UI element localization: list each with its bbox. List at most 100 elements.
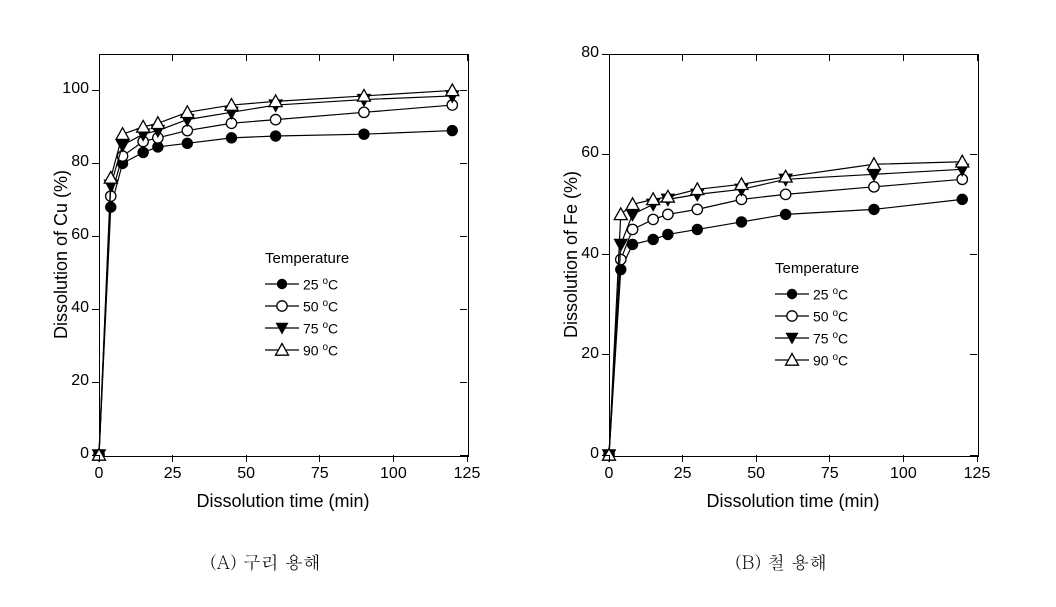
data-marker <box>270 114 280 124</box>
legend-marker-icon <box>265 273 299 295</box>
x-tick-top <box>682 54 683 61</box>
panel-caption: (B) 철 용해 <box>735 550 827 575</box>
x-tick <box>609 455 610 462</box>
x-tick <box>977 455 978 462</box>
data-marker <box>736 217 746 227</box>
legend-label: 90 oC <box>303 342 338 359</box>
x-tick-top <box>99 54 100 61</box>
y-tick-right <box>460 90 467 91</box>
x-tick-label: 125 <box>453 465 481 483</box>
x-tick-label: 100 <box>889 465 917 483</box>
data-marker <box>956 155 969 167</box>
x-tick <box>393 455 394 462</box>
y-tick-label: 40 <box>71 299 89 317</box>
y-tick-label: 40 <box>581 245 599 263</box>
y-tick-right <box>460 236 467 237</box>
y-tick <box>602 354 609 355</box>
y-tick <box>92 163 99 164</box>
y-tick-right <box>970 54 977 55</box>
y-tick-right <box>970 455 977 456</box>
y-tick <box>602 455 609 456</box>
x-tick <box>246 455 247 462</box>
x-tick-top <box>172 54 173 61</box>
data-marker <box>648 214 658 224</box>
legend-label: 25 oC <box>813 286 848 303</box>
y-tick-right <box>460 163 467 164</box>
y-tick-right <box>970 254 977 255</box>
data-marker <box>151 117 164 129</box>
legend-label: 25 oC <box>303 276 338 293</box>
y-tick-label: 20 <box>581 345 599 363</box>
legend-label: 75 oC <box>303 320 338 337</box>
data-marker <box>627 224 637 234</box>
y-tick-right <box>460 382 467 383</box>
legend-title: Temperature <box>265 250 349 267</box>
x-tick <box>319 455 320 462</box>
x-tick-top <box>609 54 610 61</box>
data-marker <box>663 229 673 239</box>
legend-item: 75 oC <box>775 327 859 349</box>
legend-item: 90 oC <box>265 339 349 361</box>
data-marker <box>104 171 117 183</box>
legend-item: 75 oC <box>265 317 349 339</box>
x-axis-label: Dissolution time (min) <box>99 491 467 512</box>
chart-svg <box>609 54 977 455</box>
data-marker <box>626 209 639 221</box>
x-tick-top <box>246 54 247 61</box>
y-tick-label: 0 <box>590 445 599 463</box>
legend-marker-icon <box>265 339 299 361</box>
x-tick <box>903 455 904 462</box>
legend-marker-icon <box>775 327 809 349</box>
legend-item: 50 oC <box>775 305 859 327</box>
y-tick-right <box>460 309 467 310</box>
panel-caption: (A) 구리 용해 <box>210 550 321 575</box>
x-axis-label: Dissolution time (min) <box>609 491 977 512</box>
x-tick <box>172 455 173 462</box>
y-tick-label: 60 <box>581 144 599 162</box>
x-tick-label: 75 <box>306 465 334 483</box>
data-marker <box>957 194 967 204</box>
y-tick <box>92 90 99 91</box>
y-tick-right <box>460 455 467 456</box>
legend-marker-icon <box>775 349 809 371</box>
y-tick-right <box>970 154 977 155</box>
legend: Temperature 25 oC 50 oC75 oC 90 oC <box>775 260 859 371</box>
legend-label: 50 oC <box>303 298 338 315</box>
y-axis-label: Dissolution of Cu (%) <box>51 54 72 455</box>
x-tick <box>682 455 683 462</box>
x-tick-label: 25 <box>669 465 697 483</box>
legend-item: 25 oC <box>775 283 859 305</box>
x-tick-label: 0 <box>595 465 623 483</box>
data-marker <box>627 239 637 249</box>
x-tick-label: 50 <box>742 465 770 483</box>
x-tick-top <box>829 54 830 61</box>
legend-item: 25 oC <box>265 273 349 295</box>
y-tick <box>602 254 609 255</box>
x-tick-top <box>977 54 978 61</box>
data-marker <box>359 129 369 139</box>
y-tick <box>92 236 99 237</box>
legend-marker-icon <box>265 317 299 339</box>
data-marker <box>446 84 459 96</box>
x-tick-top <box>319 54 320 61</box>
legend-item: 50 oC <box>265 295 349 317</box>
y-tick-label: 80 <box>71 153 89 171</box>
data-marker <box>869 204 879 214</box>
data-marker <box>116 128 129 140</box>
data-marker <box>663 209 673 219</box>
data-marker <box>359 107 369 117</box>
data-marker <box>616 254 626 264</box>
legend-label: 90 oC <box>813 352 848 369</box>
x-tick-label: 0 <box>85 465 113 483</box>
y-tick-right <box>970 354 977 355</box>
legend-marker-icon <box>775 305 809 327</box>
y-tick <box>92 309 99 310</box>
x-tick-top <box>467 54 468 61</box>
y-tick-label: 80 <box>581 44 599 62</box>
data-marker <box>780 209 790 219</box>
x-tick-label: 25 <box>159 465 187 483</box>
y-axis-label: Dissolution of Fe (%) <box>561 54 582 455</box>
data-marker <box>182 138 192 148</box>
legend-marker-icon <box>265 295 299 317</box>
legend-title: Temperature <box>775 260 859 277</box>
